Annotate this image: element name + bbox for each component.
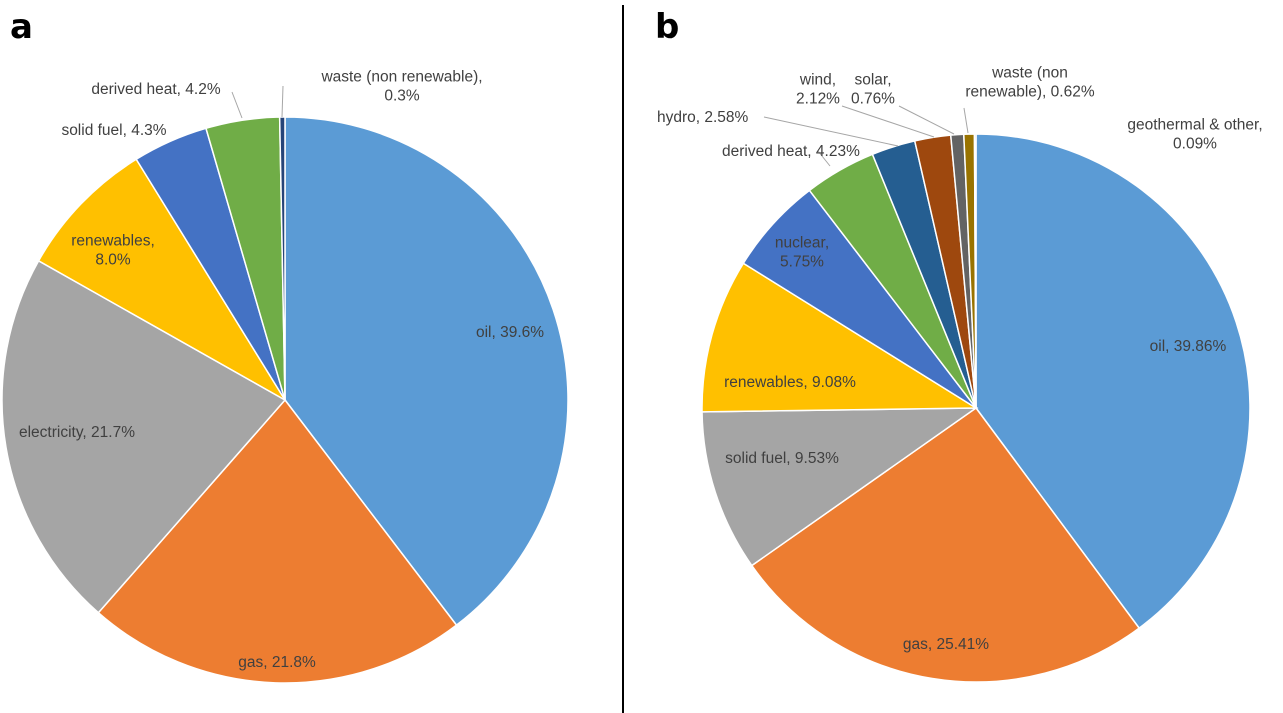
data-label-waste-non-renewable: waste (non renewable),	[320, 69, 482, 86]
pie-chart-a: oil, 39.6% gas, 21.8% electricity, 21.7% re…	[1, 69, 569, 684]
data-label-derived-heat: derived heat, 4.23%	[722, 143, 860, 160]
pie-slice-waste-non-renewable	[278, 116, 286, 401]
data-label-renewables: renewables, 9.08%	[724, 374, 856, 391]
leader-line-derived-heat	[817, 150, 831, 167]
leader-line-derived-heat	[231, 91, 243, 119]
data-label-renewables: 8.0%	[95, 252, 131, 269]
data-label-oil: oil, 39.6%	[476, 324, 544, 341]
pie-slice-oil	[284, 116, 569, 627]
leader-line-hydro	[763, 116, 899, 147]
data-label-wind: wind,	[799, 72, 836, 89]
pie-slice-gas	[750, 406, 1141, 683]
data-label-derived-heat: derived heat, 4.2%	[91, 81, 220, 98]
data-label-solid-fuel: solid fuel, 4.3%	[61, 122, 166, 139]
data-label-nuclear: 5.75%	[780, 254, 824, 271]
pie-slice-oil	[975, 133, 1251, 630]
data-label-waste-non-renewable: waste (non	[991, 65, 1068, 82]
pie-slice-solid-fuel	[701, 407, 979, 567]
data-label-renewables: renewables,	[71, 233, 155, 250]
data-label-hydro: hydro, 2.58%	[657, 109, 749, 126]
leader-line-wind	[841, 105, 935, 138]
pie-slice-renewables	[37, 158, 286, 401]
data-label-wind: 2.12%	[796, 91, 840, 108]
data-label-geothermal-other: geothermal & other,	[1127, 117, 1262, 134]
data-label-geothermal-other: 0.09%	[1173, 136, 1217, 153]
panel-letter-a: a	[10, 7, 33, 47]
data-label-waste-non-renewable: renewable), 0.62%	[965, 84, 1094, 101]
data-label-gas: gas, 25.41%	[903, 636, 989, 653]
pie-slice-gas	[97, 398, 458, 684]
data-label-electricity: electricity, 21.7%	[19, 424, 135, 441]
data-label-gas: gas, 21.8%	[238, 654, 316, 671]
data-label-nuclear: nuclear,	[775, 235, 829, 252]
pie-chart-b: oil, 39.86% gas, 25.41% solid fuel, 9.53% r…	[657, 65, 1263, 683]
pie-slice-electricity	[1, 259, 287, 614]
data-label-oil: oil, 39.86%	[1150, 338, 1227, 355]
leader-line-waste-non-renewable	[963, 107, 969, 134]
data-label-solid-fuel: solid fuel, 9.53%	[725, 450, 839, 467]
pie-slice-geothermal-other	[973, 133, 977, 409]
data-label-waste-non-renewable: 0.3%	[384, 88, 420, 105]
data-label-solar: 0.76%	[851, 91, 895, 108]
data-label-solar: solar,	[854, 72, 891, 89]
leader-line-solar	[898, 105, 955, 135]
pie-slice-renewables	[701, 262, 979, 413]
leader-line-waste-non-renewable	[281, 85, 284, 118]
panel-letter-b: b	[655, 7, 679, 47]
